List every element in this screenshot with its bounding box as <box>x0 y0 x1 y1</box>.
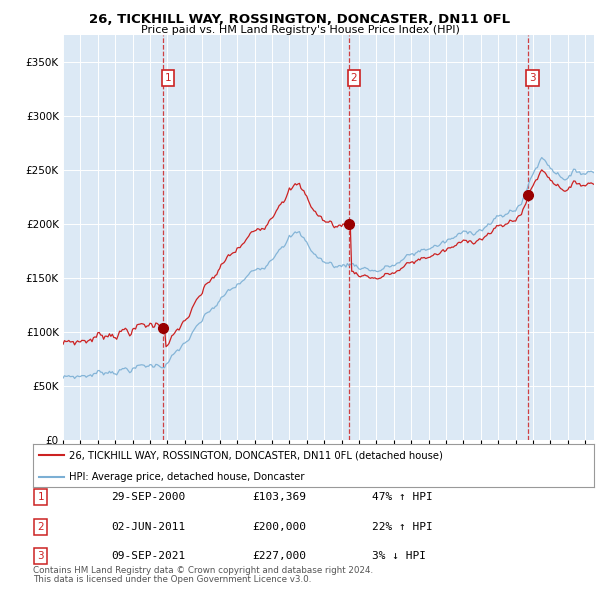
Text: £227,000: £227,000 <box>252 552 306 561</box>
Text: 02-JUN-2011: 02-JUN-2011 <box>111 522 185 532</box>
Text: £103,369: £103,369 <box>252 492 306 502</box>
Text: 26, TICKHILL WAY, ROSSINGTON, DONCASTER, DN11 0FL: 26, TICKHILL WAY, ROSSINGTON, DONCASTER,… <box>89 13 511 26</box>
Text: 29-SEP-2000: 29-SEP-2000 <box>111 492 185 502</box>
Text: 1: 1 <box>165 73 172 83</box>
Text: 47% ↑ HPI: 47% ↑ HPI <box>372 492 433 502</box>
Text: 22% ↑ HPI: 22% ↑ HPI <box>372 522 433 532</box>
Text: Price paid vs. HM Land Registry's House Price Index (HPI): Price paid vs. HM Land Registry's House … <box>140 25 460 35</box>
Text: 26, TICKHILL WAY, ROSSINGTON, DONCASTER, DN11 0FL (detached house): 26, TICKHILL WAY, ROSSINGTON, DONCASTER,… <box>70 450 443 460</box>
Text: This data is licensed under the Open Government Licence v3.0.: This data is licensed under the Open Gov… <box>33 575 311 584</box>
Text: 3: 3 <box>529 73 536 83</box>
Text: £200,000: £200,000 <box>252 522 306 532</box>
Text: 1: 1 <box>37 492 44 502</box>
Text: 2: 2 <box>37 522 44 532</box>
Text: Contains HM Land Registry data © Crown copyright and database right 2024.: Contains HM Land Registry data © Crown c… <box>33 566 373 575</box>
Text: HPI: Average price, detached house, Doncaster: HPI: Average price, detached house, Donc… <box>70 471 305 481</box>
Text: 09-SEP-2021: 09-SEP-2021 <box>111 552 185 561</box>
Text: 3: 3 <box>37 552 44 561</box>
Text: 3% ↓ HPI: 3% ↓ HPI <box>372 552 426 561</box>
Text: 2: 2 <box>350 73 357 83</box>
